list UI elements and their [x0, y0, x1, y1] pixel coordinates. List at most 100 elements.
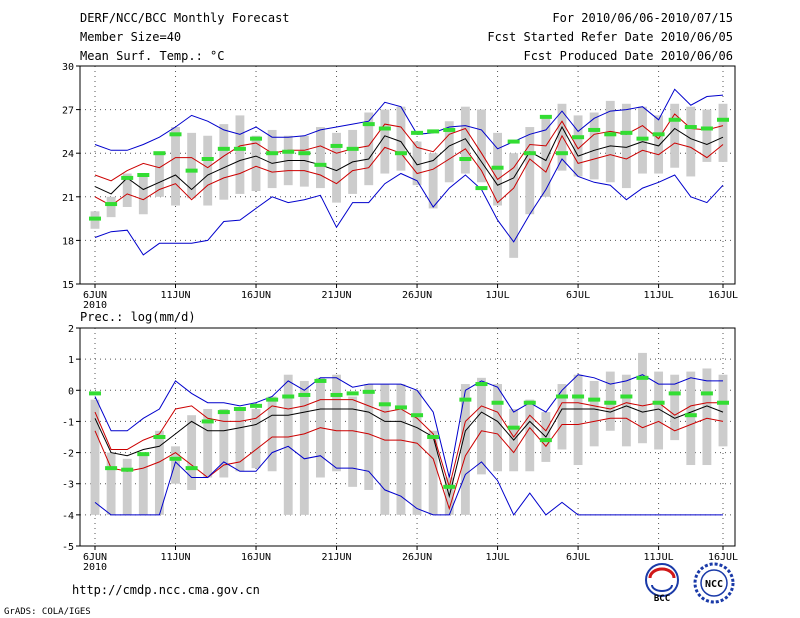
member-size: Member Size=40	[80, 30, 181, 44]
y-tick-label: 15	[62, 280, 74, 291]
y-tick-label: -5	[62, 542, 74, 553]
y-tick-label: -1	[62, 417, 74, 428]
spread-box	[171, 446, 180, 484]
y-tick-label: -2	[62, 449, 74, 460]
median-mark	[378, 126, 391, 131]
spread-box	[557, 103, 567, 171]
median-mark	[491, 400, 504, 405]
x-tick-label: 11JUN	[160, 552, 190, 563]
spread-box	[283, 374, 293, 515]
median-mark	[346, 146, 359, 151]
median-mark	[523, 400, 536, 405]
median-mark	[668, 117, 681, 122]
plot-frame	[79, 327, 736, 547]
x-tick-label: 6JUL	[566, 290, 590, 301]
median-mark	[266, 397, 279, 402]
spread-box	[573, 374, 583, 466]
series-min-line	[94, 158, 724, 256]
median-mark	[700, 391, 713, 396]
spread-box	[235, 408, 245, 472]
spread-box	[364, 112, 374, 186]
spread-box	[493, 384, 502, 472]
series-max-line	[94, 374, 723, 478]
x-tick-label: 11JUL	[644, 552, 674, 563]
median-mark	[282, 149, 295, 154]
spread-box	[380, 384, 390, 515]
median-mark	[588, 397, 601, 402]
spread-box	[138, 452, 148, 515]
median-mark	[475, 186, 488, 191]
median-mark	[121, 467, 134, 472]
ncc-logo-label: NCC	[705, 579, 723, 590]
x-tick-label: 16JUN	[241, 552, 271, 563]
y-tick-label: 1	[68, 355, 74, 366]
median-mark	[233, 146, 246, 151]
spread-box	[654, 115, 664, 174]
median-mark	[201, 157, 214, 162]
x-tick-label: 21JUN	[321, 552, 351, 563]
spread-box	[316, 127, 325, 189]
x-tick-year-label: 2010	[83, 562, 107, 573]
median-mark	[185, 466, 198, 471]
median-mark	[588, 127, 601, 132]
spread-box	[589, 380, 599, 447]
median-mark	[668, 391, 681, 396]
spread-box	[187, 132, 197, 199]
spread-box	[203, 135, 213, 206]
x-tick-label: 21JUN	[321, 290, 351, 301]
median-mark	[362, 122, 375, 127]
median-mark	[362, 389, 375, 394]
grads-credit: GrADS: COLA/IGES	[4, 607, 91, 617]
spread-box	[509, 153, 519, 258]
series-min-line	[94, 445, 723, 516]
spread-box	[477, 109, 486, 183]
y-tick-label: 24	[62, 149, 74, 160]
chart-title: DERF/NCC/BCC Monthly Forecast	[80, 11, 290, 25]
spread-box	[460, 384, 470, 515]
spread-box	[718, 103, 728, 162]
y-tick-label: 2	[68, 324, 74, 335]
median-mark	[201, 419, 214, 424]
median-mark	[250, 136, 263, 141]
median-mark	[233, 406, 246, 411]
median-mark	[217, 410, 230, 415]
median-mark	[330, 143, 343, 148]
median-mark	[314, 378, 327, 383]
spread-box	[621, 374, 631, 447]
series-mean-line	[94, 405, 724, 499]
median-mark	[298, 392, 311, 397]
spread-box	[348, 396, 358, 487]
median-mark	[427, 435, 440, 439]
spread-box	[605, 100, 615, 183]
median-mark	[604, 400, 617, 405]
spread-box	[718, 374, 728, 447]
spread-box	[444, 121, 454, 183]
spread-box	[299, 380, 309, 515]
precip-panel-label: Prec.: log(mm/d)	[80, 310, 196, 324]
spread-box	[122, 173, 132, 207]
spread-box	[396, 106, 406, 171]
spread-box	[364, 384, 374, 490]
median-mark	[217, 146, 230, 151]
median-mark	[652, 400, 665, 405]
median-mark	[539, 438, 552, 443]
median-mark	[700, 126, 713, 131]
median-mark	[394, 151, 407, 156]
x-tick-label: 6JUN	[83, 552, 107, 563]
spread-box	[670, 374, 680, 441]
median-mark	[555, 151, 568, 156]
median-mark	[153, 151, 166, 156]
median-mark	[411, 130, 424, 135]
y-tick-label: 18	[62, 236, 74, 247]
spread-box	[219, 408, 229, 478]
median-mark	[411, 413, 424, 418]
spread-box	[122, 458, 132, 515]
median-mark	[427, 129, 440, 134]
spread-box	[557, 384, 567, 450]
x-tick-label: 6JUN	[83, 290, 107, 301]
median-mark	[250, 403, 263, 408]
median-mark	[266, 151, 279, 156]
source-url[interactable]: http://cmdp.ncc.cma.gov.cn	[72, 583, 260, 597]
median-mark	[652, 132, 665, 137]
